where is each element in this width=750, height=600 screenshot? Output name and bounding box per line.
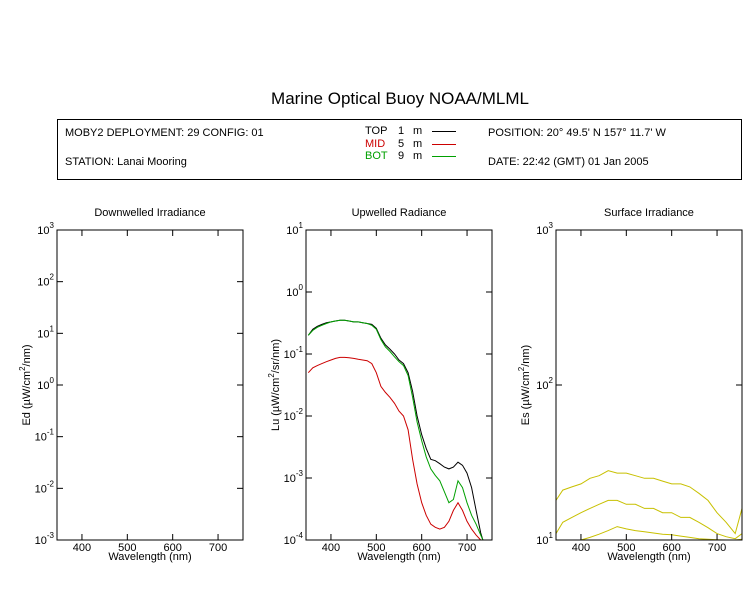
chart-title: Upwelled Radiance [352, 207, 447, 219]
series-line-2 [307, 356, 483, 540]
y-tick-label: 103 [536, 221, 553, 237]
legend-unit-bot: m [413, 150, 423, 162]
date-text: DATE: 22:42 (GMT) 01 Jan 2005 [488, 156, 649, 168]
plot-frame [555, 229, 743, 541]
page-title: Marine Optical Buoy NOAA/MLML [271, 89, 529, 108]
x-tick-label: 600 [164, 542, 182, 554]
chart-panel-2: Surface Irradiance 400 500 600 700 Wavelength… [517, 207, 743, 563]
x-tick-label: 500 [118, 542, 136, 554]
series-group [556, 470, 742, 540]
series-line-1 [307, 319, 484, 540]
x-tick-label: 700 [209, 542, 227, 554]
legend-depth-top: 1 [398, 125, 405, 137]
x-tick-label: 700 [458, 542, 476, 554]
y-tick-label: 10-3 [284, 469, 304, 485]
x-axis-label: Wavelength (nm) [607, 551, 690, 563]
plot-frame [56, 229, 244, 541]
header-info-box [57, 119, 742, 180]
y-tick-label: 101 [286, 221, 303, 237]
legend-label-mid: MID [365, 138, 386, 150]
position-text: POSITION: 20° 49.5' N 157° 11.7' W [488, 127, 666, 139]
y-tick-label: 10-4 [284, 531, 304, 547]
y-tick-label: 100 [37, 376, 54, 392]
x-tick-label: 500 [367, 542, 385, 554]
y-tick-label: 102 [37, 273, 54, 289]
series-line-0 [556, 470, 742, 535]
series-line-1 [556, 499, 742, 540]
y-tick-label: 100 [286, 283, 303, 299]
y-axis-label: Es (µW/cm2/nm) [517, 345, 532, 425]
y-tick-label: 10-3 [35, 531, 55, 547]
y-tick-label: 10-2 [284, 407, 304, 423]
x-axis-label: Wavelength (nm) [108, 551, 191, 563]
x-tick-label: 700 [708, 542, 726, 554]
y-tick-label: 10-1 [35, 428, 55, 444]
legend-unit-top: m [413, 125, 423, 137]
chart-panel-1: Upwelled Radiance 400 500 600 700 Wavelength … [267, 207, 493, 563]
x-axis-label: Wavelength (nm) [357, 551, 440, 563]
y-tick-label: 101 [536, 531, 553, 547]
x-tick-label: 400 [73, 542, 91, 554]
legend-depth-mid: 5 [398, 138, 405, 150]
legend-swatch-bot [432, 156, 456, 157]
x-tick-label: 600 [663, 542, 681, 554]
deployment-text: MOBY2 DEPLOYMENT: 29 CONFIG: 01 [65, 127, 264, 139]
y-tick-label: 103 [37, 221, 54, 237]
series-line-0 [307, 319, 484, 540]
legend-swatch-mid [432, 144, 456, 145]
y-axis-label: Ed (µW/cm2/nm) [18, 344, 33, 425]
x-tick-label: 500 [617, 542, 635, 554]
y-axis-label: Lu (µW/cm2/sr/nm) [267, 339, 282, 431]
x-tick-label: 400 [572, 542, 590, 554]
legend-swatch-top [432, 131, 456, 132]
y-tick-label: 10-1 [284, 345, 304, 361]
legend-label-bot: BOT [365, 150, 388, 162]
plot-frame [305, 229, 493, 541]
y-tick-label: 102 [536, 376, 553, 392]
y-tick-label: 10-2 [35, 479, 55, 495]
chart-title: Surface Irradiance [604, 207, 694, 219]
legend-label-top: TOP [365, 125, 388, 137]
x-tick-label: 400 [322, 542, 340, 554]
chart-title: Downwelled Irradiance [94, 207, 205, 219]
series-group [307, 319, 484, 540]
station-text: STATION: Lanai Mooring [65, 156, 187, 168]
x-tick-label: 600 [413, 542, 431, 554]
legend-unit-mid: m [413, 138, 423, 150]
legend-depth-bot: 9 [398, 150, 405, 162]
chart-panel-0: Downwelled Irradiance 400 500 600 700 Wavelen… [18, 207, 244, 563]
series-line-2 [580, 526, 742, 540]
y-tick-label: 101 [37, 324, 54, 340]
